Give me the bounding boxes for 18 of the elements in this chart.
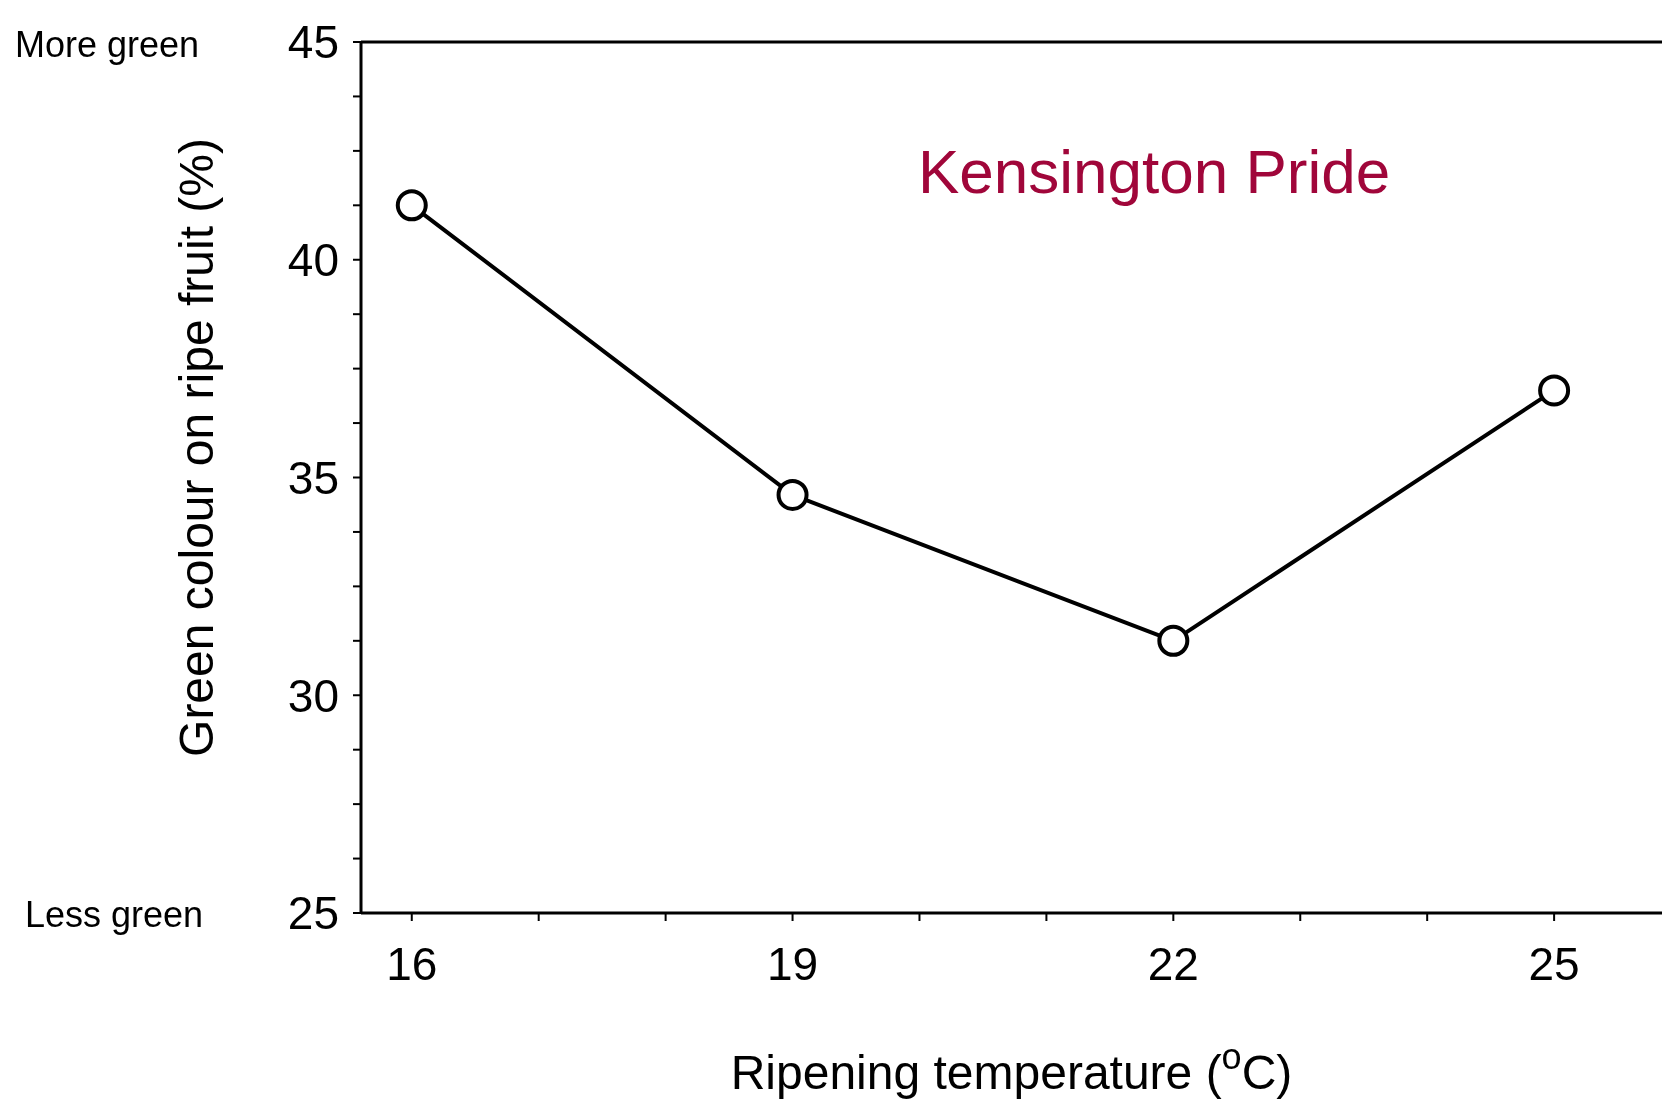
y-tick-label: 45 bbox=[287, 16, 339, 69]
x-tick-label: 19 bbox=[766, 937, 819, 990]
y-axis-title: Green colour on ripe fruit (%) bbox=[170, 138, 223, 757]
y-tick-label: 35 bbox=[287, 451, 339, 504]
point bbox=[1157, 624, 1190, 657]
x-tick-label: 25 bbox=[1528, 937, 1580, 990]
point bbox=[1538, 374, 1571, 407]
y-tick-label: 40 bbox=[287, 234, 339, 287]
y-tick-label: 30 bbox=[287, 669, 339, 722]
text: Less green bbox=[25, 894, 204, 936]
point bbox=[395, 189, 428, 222]
point bbox=[776, 478, 809, 511]
x-tick-label: 22 bbox=[1147, 937, 1199, 990]
text: More green bbox=[15, 24, 200, 66]
y-tick-label: 25 bbox=[287, 887, 339, 940]
x-axis-title: Ripening temperature ($^{o}$C) bbox=[730, 1035, 1293, 1099]
x-tick-label: 16 bbox=[386, 937, 438, 990]
annotation: Kensington Pride bbox=[918, 136, 1391, 207]
